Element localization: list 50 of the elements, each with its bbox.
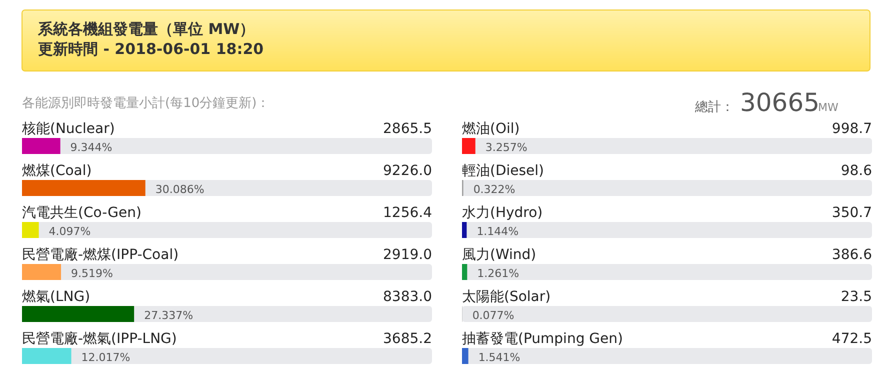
annotation: 472.5 [832,331,872,347]
annotation: 2919.0 [383,247,432,263]
bar [22,222,39,238]
annotation: 98.6 [840,163,872,179]
bar [22,348,72,364]
annotation: 2865.5 [383,121,432,137]
data-label: 0.322% [473,183,516,196]
y-tick-label: 汽電共生(Co-Gen) [22,205,142,221]
data-label: 4.097% [48,225,91,238]
annotation: 386.6 [832,247,872,263]
y-tick-label: 核能(Nuclear) [21,121,115,137]
y-tick-label: 抽蓄發電(Pumping Gen) [462,331,623,347]
chart-subtitle: 更新時間 - 2018-06-01 18:20 [38,40,264,58]
annotation: 1256.4 [383,205,432,221]
data-label: 3.257% [485,141,528,154]
data-label: 1.144% [476,225,519,238]
data-label: 9.519% [71,267,113,280]
y-tick-label: 水力(Hydro) [462,205,543,221]
y-tick-label: 風力(Wind) [462,247,536,263]
annotation: 350.7 [832,205,872,221]
data-label: 1.541% [478,351,520,364]
data-label: 30.086% [155,183,204,196]
y-tick-label: 太陽能(Solar) [462,289,551,305]
y-tick-label: 燃油(Oil) [462,121,520,137]
y-tick-label: 燃煤(Coal) [22,163,92,179]
data-label: 12.017% [81,351,130,364]
annotation: MW [818,101,838,114]
bar [462,264,468,280]
data-label: 9.344% [70,141,112,154]
annotation: 各能源別即時發電量小計(每10分鐘更新)： [22,96,270,111]
chart-title: 系統各機組發電量（單位 MW） [37,20,255,38]
y-tick-label: 民營電廠-燃氣(IPP-LNG) [22,331,177,347]
annotation: 30665 [740,88,820,117]
annotation: 9226.0 [383,163,432,179]
y-tick-label: 燃氣(LNG) [22,289,90,305]
bar [462,222,467,238]
bar [462,348,468,364]
annotation: 總計： [694,100,734,115]
annotation: 998.7 [832,121,872,137]
data-label: 1.261% [477,267,520,280]
data-label: 0.077% [472,309,514,322]
annotation: 8383.0 [383,289,432,305]
data-label: 27.337% [144,309,194,322]
y-tick-label: 輕油(Diesel) [462,163,544,179]
y-tick-label: 民營電廠-燃煤(IPP-Coal) [22,247,179,263]
bar [22,264,62,280]
annotation: 23.5 [840,289,872,305]
bar [462,138,476,154]
bar [22,138,60,154]
annotation: 3685.2 [383,331,432,347]
